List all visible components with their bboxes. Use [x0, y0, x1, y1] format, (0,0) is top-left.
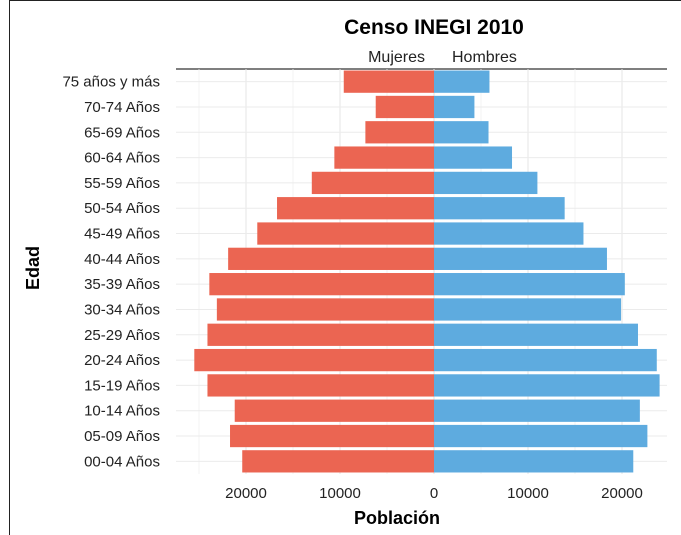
bar-mujeres	[228, 247, 434, 270]
bar-hombres	[434, 197, 565, 220]
y-tick-label: 00-04 Años	[84, 453, 160, 470]
bar-hombres	[434, 95, 475, 119]
y-axis-label: Edad	[23, 246, 43, 290]
y-tick-label: 45-49 Años	[84, 226, 160, 243]
bar-mujeres	[257, 222, 434, 245]
bar-mujeres	[343, 70, 434, 93]
y-tick-label: 55-59 Años	[84, 175, 160, 192]
legend-mujeres: Mujeres	[368, 49, 425, 66]
bar-mujeres	[234, 399, 434, 422]
y-tick-label: 65-69 Años	[84, 124, 160, 141]
bar-hombres	[434, 146, 513, 169]
y-tick-label: 15-19 Años	[84, 377, 160, 394]
labels-layer: 00-04 Años 05-09 Años 10-14 Años 15-19 Años…	[62, 74, 642, 502]
bar-mujeres	[207, 374, 434, 397]
bar-mujeres	[365, 121, 434, 144]
x-tick-label: 10000	[507, 485, 549, 502]
y-tick-label: 05-09 Años	[84, 428, 160, 445]
bar-hombres	[434, 323, 638, 346]
legend-hombres: Hombres	[452, 49, 517, 66]
bar-hombres	[434, 424, 648, 448]
bar-mujeres	[277, 197, 434, 220]
bar-hombres	[434, 348, 657, 372]
y-tick-label: 30-34 Años	[84, 301, 160, 318]
x-tick-label: 10000	[319, 485, 361, 502]
chart-frame	[9, 0, 681, 535]
y-tick-label: 50-54 Años	[84, 200, 160, 217]
bar-mujeres	[230, 424, 434, 448]
bar-hombres	[434, 450, 634, 473]
bar-hombres	[434, 70, 490, 93]
bar-hombres	[434, 374, 660, 397]
bar-mujeres	[311, 171, 434, 195]
bar-hombres	[434, 399, 640, 422]
x-tick-label: 20000	[601, 485, 643, 502]
bar-mujeres	[207, 323, 434, 346]
bar-mujeres	[194, 348, 434, 372]
bar-mujeres	[216, 298, 434, 321]
y-tick-label: 70-74 Años	[84, 99, 160, 116]
bars-layer	[194, 70, 660, 473]
bar-hombres	[434, 222, 584, 245]
y-tick-label: 75 años y más	[62, 74, 160, 91]
y-tick-label: 10-14 Años	[84, 403, 160, 420]
bar-hombres	[434, 298, 622, 321]
y-tick-label: 40-44 Años	[84, 251, 160, 268]
y-tick-label: 25-29 Años	[84, 327, 160, 344]
bar-hombres	[434, 247, 607, 270]
bar-mujeres	[209, 273, 434, 296]
y-tick-label: 60-64 Años	[84, 150, 160, 167]
bar-hombres	[434, 121, 489, 144]
bar-mujeres	[242, 450, 434, 473]
bar-mujeres	[375, 95, 434, 119]
chart-title: Censo INEGI 2010	[344, 16, 524, 39]
x-axis-label: Población	[354, 508, 440, 528]
x-tick-label: 0	[430, 485, 438, 502]
bar-hombres	[434, 273, 625, 296]
bar-hombres	[434, 171, 538, 195]
x-tick-label: 20000	[225, 485, 267, 502]
y-tick-label: 20-24 Años	[84, 352, 160, 369]
bar-mujeres	[334, 146, 434, 169]
y-tick-label: 35-39 Años	[84, 276, 160, 293]
